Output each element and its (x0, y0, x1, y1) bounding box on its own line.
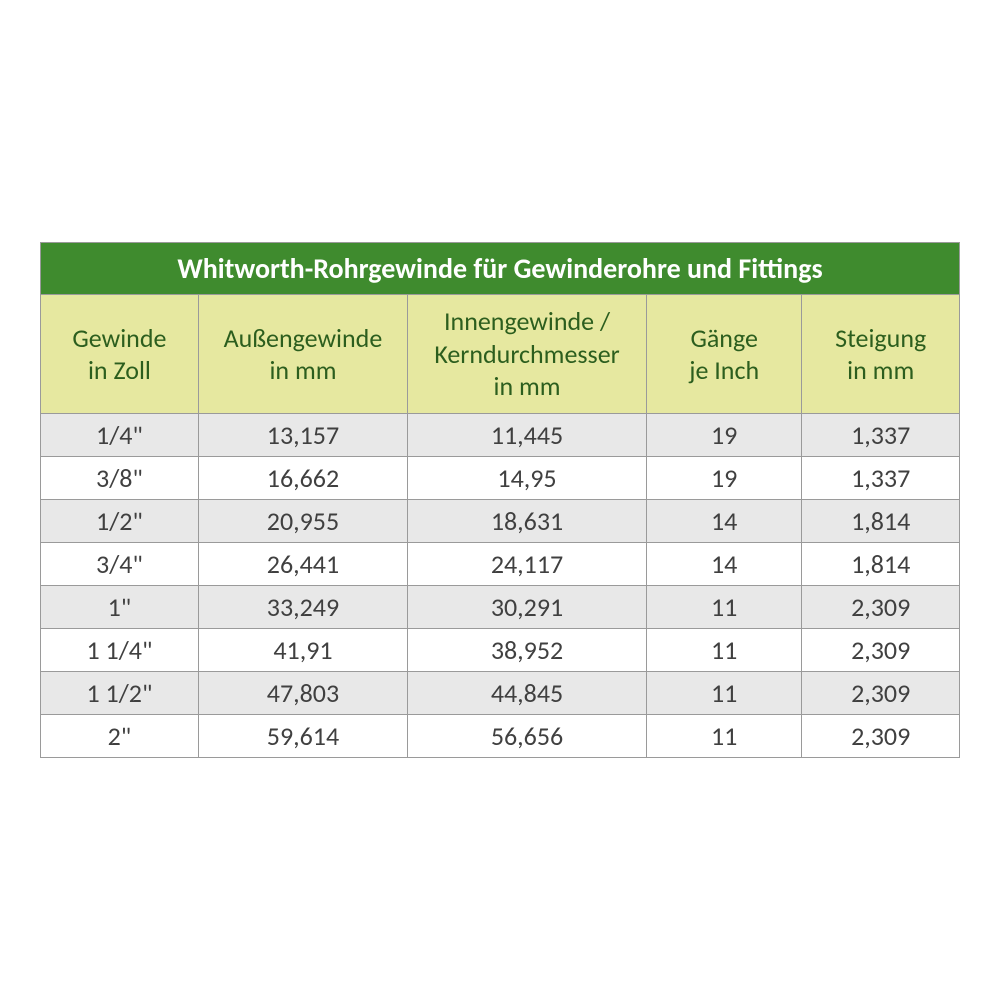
cell-gaenge: 19 (646, 414, 801, 457)
table-row: 1/4" 13,157 11,445 19 1,337 (41, 414, 960, 457)
cell-gaenge: 11 (646, 586, 801, 629)
col-header-line: Gänge (690, 322, 757, 354)
col-header-gewinde: Gewinde in Zoll (41, 295, 199, 414)
col-header-gaenge: Gänge je Inch (646, 295, 801, 414)
cell-aussen: 13,157 (198, 414, 407, 457)
cell-innen: 44,845 (408, 672, 647, 715)
cell-gaenge: 14 (646, 500, 801, 543)
table-row: 3/8" 16,662 14,95 19 1,337 (41, 457, 960, 500)
cell-aussen: 59,614 (198, 715, 407, 758)
cell-aussen: 33,249 (198, 586, 407, 629)
cell-aussen: 16,662 (198, 457, 407, 500)
col-header-line: Innengewinde / (444, 305, 610, 337)
col-header-line: in mm (493, 370, 560, 402)
cell-innen: 18,631 (408, 500, 647, 543)
cell-steigung: 1,337 (802, 414, 960, 457)
cell-steigung: 1,814 (802, 500, 960, 543)
table-row: 1 1/2" 47,803 44,845 11 2,309 (41, 672, 960, 715)
cell-aussen: 47,803 (198, 672, 407, 715)
col-header-line: in mm (847, 354, 914, 386)
cell-innen: 24,117 (408, 543, 647, 586)
table-row: 3/4" 26,441 24,117 14 1,814 (41, 543, 960, 586)
cell-innen: 11,445 (408, 414, 647, 457)
cell-innen: 38,952 (408, 629, 647, 672)
title-row: Whitworth-Rohrgewinde für Gewinderohre u… (41, 243, 960, 295)
cell-gaenge: 14 (646, 543, 801, 586)
table-row: 1" 33,249 30,291 11 2,309 (41, 586, 960, 629)
cell-innen: 30,291 (408, 586, 647, 629)
cell-steigung: 2,309 (802, 586, 960, 629)
col-header-line: je Inch (689, 354, 759, 386)
header-row: Gewinde in Zoll Außengewinde in mm Innen… (41, 295, 960, 414)
cell-gewinde: 3/4" (41, 543, 199, 586)
col-header-line: Gewinde (72, 322, 166, 354)
col-header-innen: Innengewinde / Kerndurchmesser in mm (408, 295, 647, 414)
col-header-aussen: Außengewinde in mm (198, 295, 407, 414)
col-header-line: in Zoll (88, 354, 151, 386)
cell-steigung: 2,309 (802, 715, 960, 758)
cell-steigung: 1,337 (802, 457, 960, 500)
cell-gewinde: 1/2" (41, 500, 199, 543)
table-row: 1/2" 20,955 18,631 14 1,814 (41, 500, 960, 543)
cell-aussen: 20,955 (198, 500, 407, 543)
page-container: Whitworth-Rohrgewinde für Gewinderohre u… (0, 0, 1000, 1000)
cell-gaenge: 11 (646, 672, 801, 715)
whitworth-table: Whitworth-Rohrgewinde für Gewinderohre u… (40, 242, 960, 758)
cell-gewinde: 3/8" (41, 457, 199, 500)
cell-gewinde: 1 1/4" (41, 629, 199, 672)
table-title: Whitworth-Rohrgewinde für Gewinderohre u… (41, 243, 960, 295)
col-header-steigung: Steigung in mm (802, 295, 960, 414)
col-header-line: Außengewinde (224, 322, 383, 354)
cell-gaenge: 11 (646, 715, 801, 758)
cell-steigung: 2,309 (802, 672, 960, 715)
cell-gewinde: 1" (41, 586, 199, 629)
cell-aussen: 26,441 (198, 543, 407, 586)
cell-steigung: 2,309 (802, 629, 960, 672)
cell-gaenge: 11 (646, 629, 801, 672)
cell-gaenge: 19 (646, 457, 801, 500)
cell-steigung: 1,814 (802, 543, 960, 586)
col-header-line: Steigung (835, 322, 926, 354)
cell-gewinde: 1 1/2" (41, 672, 199, 715)
cell-gewinde: 2" (41, 715, 199, 758)
col-header-line: in mm (269, 354, 336, 386)
table-row: 1 1/4" 41,91 38,952 11 2,309 (41, 629, 960, 672)
col-header-line: Kerndurchmesser (434, 338, 619, 370)
cell-innen: 56,656 (408, 715, 647, 758)
cell-gewinde: 1/4" (41, 414, 199, 457)
cell-aussen: 41,91 (198, 629, 407, 672)
table-row: 2" 59,614 56,656 11 2,309 (41, 715, 960, 758)
cell-innen: 14,95 (408, 457, 647, 500)
